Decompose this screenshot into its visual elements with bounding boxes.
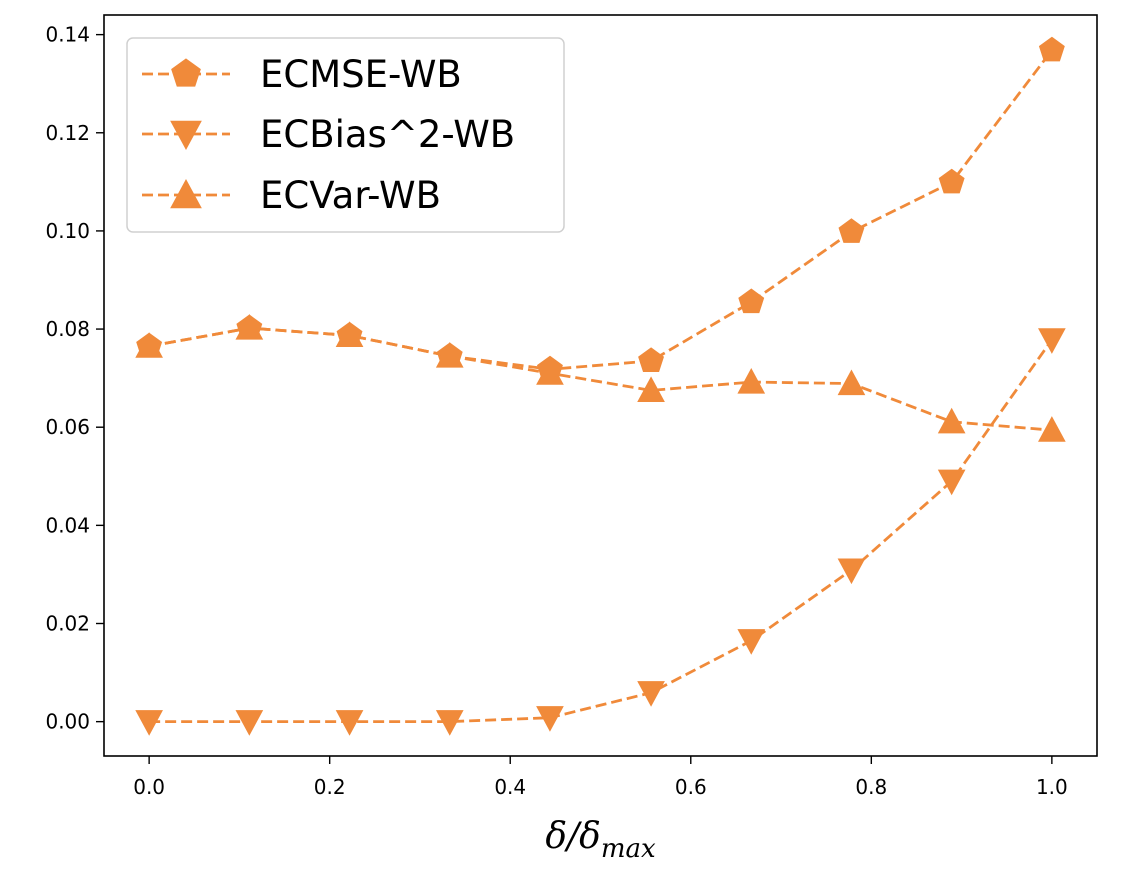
- x-axis-label-subscript: max: [601, 834, 656, 864]
- legend-label: ECBias^2-WB: [260, 113, 515, 156]
- y-tick-label: 0.08: [45, 317, 90, 341]
- x-tick-label: 1.0: [1036, 775, 1068, 799]
- legend-entry: ECVar-WB: [142, 174, 441, 217]
- y-tick-label: 0.10: [45, 219, 90, 243]
- data-point-triangle-down: [837, 558, 866, 585]
- y-tick-label: 0.12: [45, 121, 90, 145]
- data-point-triangle-up: [536, 359, 564, 385]
- legend-label: ECVar-WB: [260, 174, 441, 217]
- data-point-triangle-up: [135, 332, 163, 358]
- legend-label: ECMSE-WB: [260, 53, 462, 96]
- y-tick-label: 0.02: [45, 612, 90, 636]
- data-point-triangle-up: [1038, 416, 1066, 442]
- data-point-triangle-down: [637, 681, 665, 707]
- data-point-triangle-up: [335, 321, 364, 347]
- x-tick-label: 0.8: [855, 775, 887, 799]
- data-point-triangle-up: [837, 369, 866, 396]
- y-tick-label: 0.14: [45, 23, 90, 47]
- series-ecbias-2-wb: [135, 328, 1066, 736]
- legend-marker-triangle-up: [170, 178, 202, 209]
- data-point-triangle-up: [637, 376, 665, 402]
- legend-entry: ECMSE-WB: [142, 53, 462, 96]
- axes-layer: 0.0 0.2 0.4 0.6 0.8 1.0 0.00 0.02 0.04 0.06 0.08 0.…: [45, 14, 1098, 799]
- y-tick-label: 0.06: [45, 415, 90, 439]
- x-tick-label: 0.6: [675, 775, 707, 799]
- x-tick-label: 0.0: [133, 775, 165, 799]
- x-tick-label: 0.2: [314, 775, 346, 799]
- data-point-triangle-down: [235, 710, 264, 736]
- data-point-pentagon: [838, 218, 865, 243]
- x-axis-label: δ/δmax: [545, 816, 656, 864]
- legend-marker-triangle-down: [170, 120, 202, 151]
- data-point-triangle-down: [737, 629, 766, 655]
- series-layer: [135, 36, 1066, 736]
- series-line: [148, 326, 1052, 432]
- data-point-pentagon: [938, 168, 965, 194]
- data-point-triangle-down: [335, 710, 364, 736]
- data-point-pentagon: [638, 347, 665, 372]
- legend: ECMSE-WB ECBias^2-WB ECVar-WB: [126, 37, 565, 233]
- data-point-triangle-up: [937, 407, 966, 434]
- x-axis-label-base: δ/δ: [545, 816, 600, 857]
- legend-entry: ECBias^2-WB: [142, 113, 515, 156]
- data-point-triangle-down: [135, 710, 163, 736]
- data-point-triangle-up: [737, 368, 766, 394]
- legend-box: [126, 37, 565, 233]
- data-point-triangle-up: [235, 314, 264, 340]
- y-tick-label: 0.00: [45, 710, 90, 734]
- data-point-triangle-down: [435, 710, 464, 736]
- data-point-pentagon: [1038, 36, 1065, 62]
- data-point-triangle-down: [536, 706, 564, 732]
- series-ecvar-wb: [135, 314, 1066, 442]
- series-line: [149, 339, 1054, 724]
- x-tick-label: 0.4: [494, 775, 526, 799]
- data-point-pentagon: [738, 288, 765, 314]
- data-point-triangle-down: [1038, 328, 1066, 354]
- y-tick-label: 0.04: [45, 513, 90, 537]
- legend-marker-pentagon: [171, 58, 201, 87]
- data-point-triangle-down: [937, 469, 966, 496]
- data-point-triangle-up: [435, 342, 464, 368]
- axes-frame: [103, 14, 1098, 757]
